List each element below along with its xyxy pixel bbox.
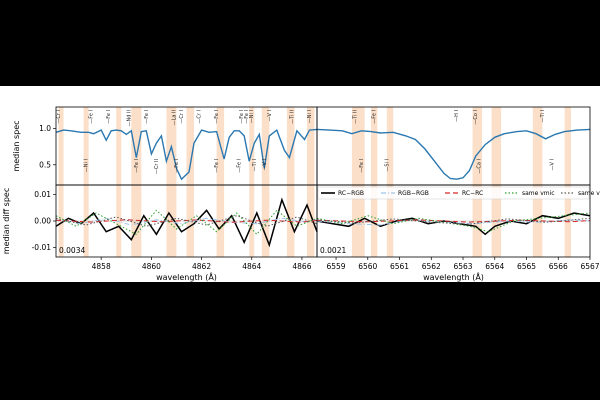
right-x-tick-label: 6565 [517,262,536,271]
left-line-band [131,107,142,257]
left-diff-series-rc-rc [55,219,318,223]
legend-entry-label: RGB−RGB [398,190,429,197]
right-rms-annotation: 0.0021 [320,246,346,255]
right-diff-series-same-vsini [316,217,591,225]
left-line-id-label: —Fe I [134,159,140,173]
left-line-id-label: —Fe I [174,159,180,173]
left-line-band [166,107,177,257]
right-line-band [532,107,543,257]
right-x-tick-label: 6561 [390,262,409,271]
legend-entry-label: same vsini [578,190,600,197]
legend-entry-label: RC−RC [462,190,483,197]
left-line-id-label: —Fe I [144,110,150,124]
right-x-tick-label: 6563 [453,262,472,271]
right-diff-series-same-vmic [316,212,591,233]
left-line-id-label: —V I [267,110,273,121]
bottom-y-axis-label: median diff spec [2,188,11,254]
right-x-tick-label: 6567 [580,262,599,271]
plot-canvas [0,86,600,282]
left-x-axis-label: wavelength (Å) [156,271,217,282]
right-line-id-label: —Ti II [353,110,359,124]
bottom-y-tick-label: -0.01 [32,243,52,252]
top-y-tick-label: 1.0 [39,124,51,133]
right-x-axis-label: wavelength (Å) [423,271,484,282]
left-line-band [306,107,315,257]
right-median-spectrum-line [316,128,591,180]
right-line-id-label: —V I [549,159,555,170]
legend-entry-label: RC−RGB [338,190,364,197]
left-line-id-label: —Fe I [244,110,250,124]
left-x-tick-label: 4860 [142,262,161,271]
left-diff-series-same-vsini [55,215,318,227]
right-x-tick-label: 6560 [358,262,377,271]
left-line-band [186,107,195,257]
left-line-id-label: —Fe I [239,110,245,124]
left-line-id-label: —Cr I [179,110,185,124]
left-line-band [216,107,225,257]
left-line-id-label: —Fe I [89,110,95,124]
left-line-id-label: —La II [172,110,178,125]
left-median-spectrum-line [55,128,318,181]
right-x-tick-label: 6564 [485,262,504,271]
top-y-tick-label: 0.5 [39,160,51,169]
right-line-band [564,107,571,257]
left-line-id-label: —Cr I [56,110,62,124]
right-diff-series-rc-rgb [316,212,591,236]
bottom-y-tick-label: 0.00 [34,217,51,226]
left-x-tick-label: 4862 [192,262,211,271]
right-diff-series-rc-rc [316,219,591,223]
right-line-id-label: —Ti I [540,110,546,122]
right-line-id-label: —H I [454,110,460,122]
left-line-id-label: —Ti I [252,159,258,171]
right-line-id-label: —Fe I [372,110,378,124]
left-line-id-label: —Ti II [289,110,295,124]
left-line-id-label: —Cr I [197,110,203,124]
left-line-band [58,107,64,257]
left-line-band [249,107,255,257]
right-x-tick-label: 6562 [422,262,441,271]
left-rms-annotation: 0.0034 [59,246,85,255]
right-line-id-label: —Ca I [476,159,482,174]
left-line-band [286,107,295,257]
right-line-id-label: —Si I [384,159,390,172]
right-bottom-panel-frame [316,184,591,258]
bottom-y-tick-label: 0.01 [34,190,51,199]
left-x-tick-label: 4858 [92,262,111,271]
right-line-band [386,107,394,257]
left-x-tick-label: 4866 [292,262,311,271]
right-x-tick-label: 6566 [549,262,568,271]
left-line-id-label: —Fe I [214,159,220,173]
left-line-id-label: —Ni I [249,110,255,123]
left-line-id-label: —Nd II [126,110,132,126]
left-line-band [83,107,89,257]
right-line-id-label: —Fe I [359,159,365,173]
left-line-id-label: —V I [262,159,268,170]
left-line-band [116,107,122,257]
left-line-id-label: —Cr II [154,159,160,174]
right-line-band [491,107,502,257]
right-diff-series-rgb-rgb [316,219,591,226]
right-line-id-label: —Co I [473,110,479,125]
legend-entry-label: same vmic [522,190,555,197]
left-line-id-label: —Fe I [237,159,243,173]
right-line-band [370,107,378,257]
top-y-axis-label: median spec [12,120,21,171]
left-line-id-label: —Ni I [84,159,90,172]
right-line-band [351,107,365,257]
right-line-band [472,107,483,257]
left-line-id-label: —Fe I [106,110,112,124]
left-line-band [261,107,270,257]
left-line-id-label: —Fe I [214,110,220,124]
left-x-tick-label: 4864 [242,262,261,271]
left-diff-series-rgb-rgb [55,217,318,226]
left-diff-series-rc-rgb [55,197,318,248]
right-x-tick-label: 6559 [326,262,345,271]
left-line-id-label: —Ni I [307,110,313,123]
